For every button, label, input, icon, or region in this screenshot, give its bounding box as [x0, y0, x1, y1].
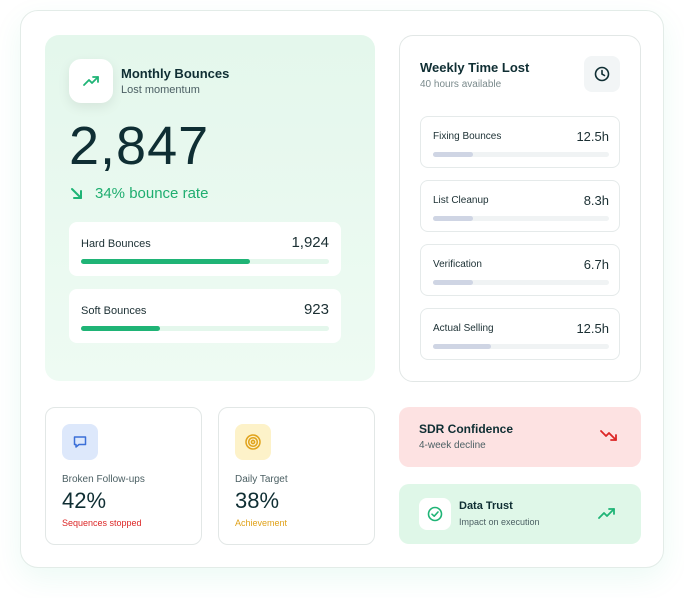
soft-bounces-metric: Soft Bounces 923: [69, 289, 341, 343]
time-row-track: [433, 216, 609, 221]
time-row-fixing-bounces: Fixing Bounces 12.5h: [420, 116, 620, 168]
time-row-value: 12.5h: [576, 129, 609, 144]
clock-icon: [584, 56, 620, 92]
hard-bounces-metric: Hard Bounces 1,924: [69, 222, 341, 276]
soft-bounces-progress-fill: [81, 326, 161, 331]
monthly-bounces-total: 2,847: [69, 116, 210, 176]
time-row-track: [433, 344, 609, 349]
hard-bounces-label: Hard Bounces: [81, 238, 151, 250]
hard-bounces-progress-fill: [81, 259, 250, 264]
time-row-label: Verification: [433, 259, 482, 270]
broken-followups-label: Broken Follow-ups: [62, 474, 145, 485]
sdr-confidence-card: SDR Confidence 4-week decline: [399, 407, 641, 467]
time-row-value: 8.3h: [583, 193, 609, 208]
time-row-verification: Verification 6.7h: [420, 244, 620, 296]
data-trust-title: Data Trust: [459, 500, 513, 512]
daily-target-note: Achievement: [235, 518, 288, 528]
daily-target-label: Daily Target: [235, 474, 288, 485]
dashboard-panel: Monthly Bounces Lost momentum 2,847 34% …: [20, 10, 664, 568]
sdr-confidence-subtitle: 4-week decline: [419, 440, 486, 451]
broken-followups-note: Sequences stopped: [62, 518, 142, 528]
message-icon: [62, 424, 98, 460]
trending-up-icon: [598, 508, 615, 519]
time-row-label: Actual Selling: [433, 323, 494, 334]
weekly-time-lost-subtitle: 40 hours available: [420, 79, 502, 90]
time-row-value: 6.7h: [583, 257, 609, 272]
check-circle-icon: [419, 498, 451, 530]
time-row-actual-selling: Actual Selling 12.5h: [420, 308, 620, 360]
time-row-list-cleanup: List Cleanup 8.3h: [420, 180, 620, 232]
soft-bounces-label: Soft Bounces: [81, 305, 147, 317]
monthly-bounces-card: Monthly Bounces Lost momentum 2,847 34% …: [45, 35, 375, 381]
time-row-label: Fixing Bounces: [433, 131, 502, 142]
time-row-value: 12.5h: [576, 321, 609, 336]
time-row-fill: [433, 152, 474, 157]
soft-bounces-progress-track: [81, 326, 329, 331]
soft-bounces-value: 923: [303, 301, 329, 318]
time-row-fill: [433, 344, 492, 349]
broken-followups-card: Broken Follow-ups 42% Sequences stopped: [45, 407, 202, 545]
weekly-time-lost-card: Weekly Time Lost 40 hours available Fixi…: [399, 35, 641, 382]
daily-target-card: Daily Target 38% Achievement: [218, 407, 375, 545]
hard-bounces-value: 1,924: [291, 234, 329, 251]
weekly-time-lost-title: Weekly Time Lost: [420, 60, 530, 75]
trending-up-icon: [69, 59, 113, 103]
sdr-confidence-title: SDR Confidence: [419, 422, 514, 436]
time-row-fill: [433, 216, 474, 221]
daily-target-value: 38%: [235, 488, 280, 513]
time-row-fill: [433, 280, 474, 285]
broken-followups-value: 42%: [62, 488, 107, 513]
bounce-rate: 34% bounce rate: [95, 185, 209, 202]
bounce-rate-row: 34% bounce rate: [69, 185, 208, 202]
data-trust-subtitle: Impact on execution: [459, 517, 540, 527]
trending-down-icon: [600, 430, 617, 441]
time-row-track: [433, 152, 609, 157]
time-row-label: List Cleanup: [433, 195, 489, 206]
data-trust-card: Data Trust Impact on execution: [399, 484, 641, 544]
target-icon: [235, 424, 271, 460]
arrow-down-right-icon: [71, 187, 82, 199]
time-row-track: [433, 280, 609, 285]
monthly-bounces-title: Monthly Bounces: [121, 66, 230, 81]
monthly-bounces-subtitle: Lost momentum: [121, 84, 200, 96]
hard-bounces-progress-track: [81, 259, 329, 264]
